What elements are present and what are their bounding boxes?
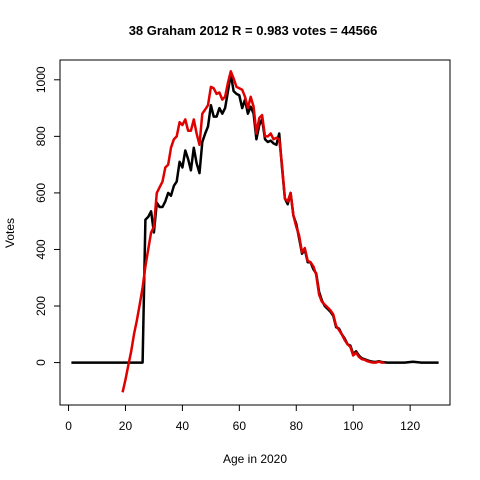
y-tick-label: 400	[34, 239, 48, 259]
y-axis: 0 200 400 600 800 1000	[34, 66, 61, 366]
x-tick-label: 0	[65, 419, 72, 433]
series-layer	[71, 70, 439, 393]
series-line-2	[121, 70, 385, 393]
x-tick-label: 100	[343, 419, 363, 433]
x-tick-label: 60	[233, 419, 247, 433]
y-tick-label: 600	[34, 183, 48, 203]
y-tick-label: 0	[34, 359, 48, 366]
x-axis: 0 20 40 60 80 100 120	[65, 404, 420, 433]
x-tick-label: 40	[176, 419, 190, 433]
x-tick-label: 20	[119, 419, 133, 433]
y-tick-label: 200	[34, 296, 48, 316]
x-tick-label: 80	[290, 419, 304, 433]
chart-title: 38 Graham 2012 R = 0.983 votes = 44566	[129, 23, 378, 38]
y-tick-label: 1000	[34, 66, 48, 93]
y-tick-label: 800	[34, 126, 48, 146]
x-tick-label: 120	[400, 419, 420, 433]
x-axis-label: Age in 2020	[223, 452, 287, 466]
y-axis-label: Votes	[3, 218, 17, 248]
